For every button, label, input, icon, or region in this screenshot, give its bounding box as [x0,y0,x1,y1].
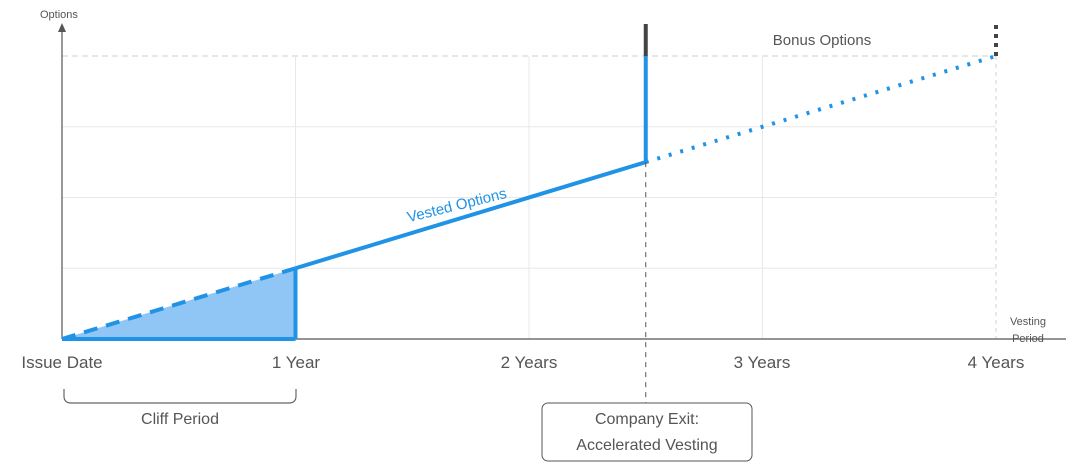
series-line-vested-options [294,160,647,271]
exit-box [541,402,753,462]
tick-label-issue-date: Issue Date [21,353,102,372]
cliff-period-label: Cliff Period [141,411,219,428]
series-line-dashed [61,266,297,341]
annotations [63,162,647,404]
cliff-bracket [63,389,297,404]
y-axis-arrow [58,23,66,32]
grid [62,55,997,339]
axes [58,23,1066,340]
series [61,22,998,341]
tick-label-2-years: 2 Years [501,353,558,372]
exit-label-line1: Company Exit: [595,411,699,428]
series-line-dotted [645,54,997,165]
y-axis-label: Options [40,9,78,21]
bonus-options-label: Bonus Options [773,32,871,49]
exit-label-line2: Accelerated Vesting [576,437,717,454]
x-axis-label-line1: Vesting [1010,316,1046,328]
tick-label-4-years: 4 Years [968,353,1025,372]
tick-label-1-year: 1 Year [272,353,321,372]
tick-label-3-years: 3 Years [734,353,791,372]
x-axis-label-line2: Period [1012,333,1044,345]
